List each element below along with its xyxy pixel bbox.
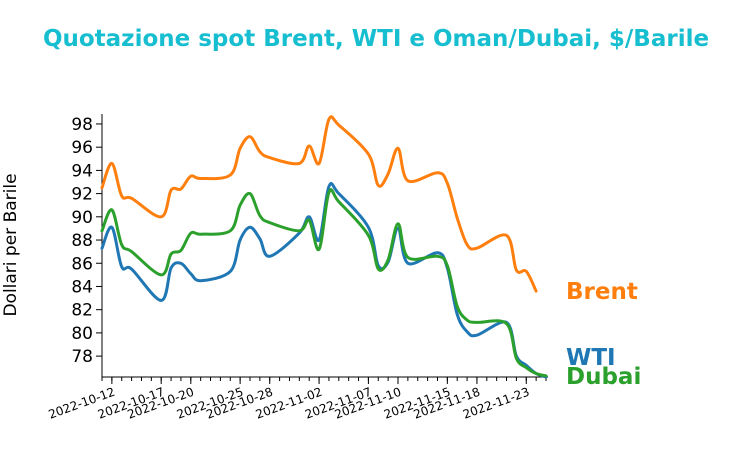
y-axis-label: Dollari per Barile	[1, 173, 21, 316]
y-tick-label: 96	[71, 138, 93, 158]
y-tick-label: 80	[71, 324, 93, 344]
y-tick-label: 86	[71, 254, 93, 274]
y-tick-label: 92	[71, 185, 93, 205]
y-axis: 78 80 82 84 86 88 90 92 94 96 98	[71, 114, 103, 377]
y-tick-label: 78	[71, 347, 93, 367]
series-line-brent	[100, 115, 538, 293]
series-label-brent: Brent	[566, 279, 638, 305]
series-label-dubai: Dubai	[566, 364, 641, 390]
series-label-wti: WTI	[566, 345, 616, 371]
y-tick-label: 90	[71, 208, 93, 228]
y-tick-label: 88	[71, 231, 93, 251]
chart-title: Quotazione spot Brent, WTI e Oman/Dubai,…	[43, 26, 709, 52]
series-lines	[100, 115, 548, 379]
series-line-dubai	[100, 188, 548, 378]
y-tick-label: 84	[71, 277, 93, 297]
y-tick-label: 94	[71, 161, 93, 181]
x-axis: 2022-10-122022-10-172022-10-202022-10-25…	[47, 376, 548, 422]
y-tick-label: 82	[71, 301, 93, 321]
y-tick-label: 98	[71, 115, 93, 135]
